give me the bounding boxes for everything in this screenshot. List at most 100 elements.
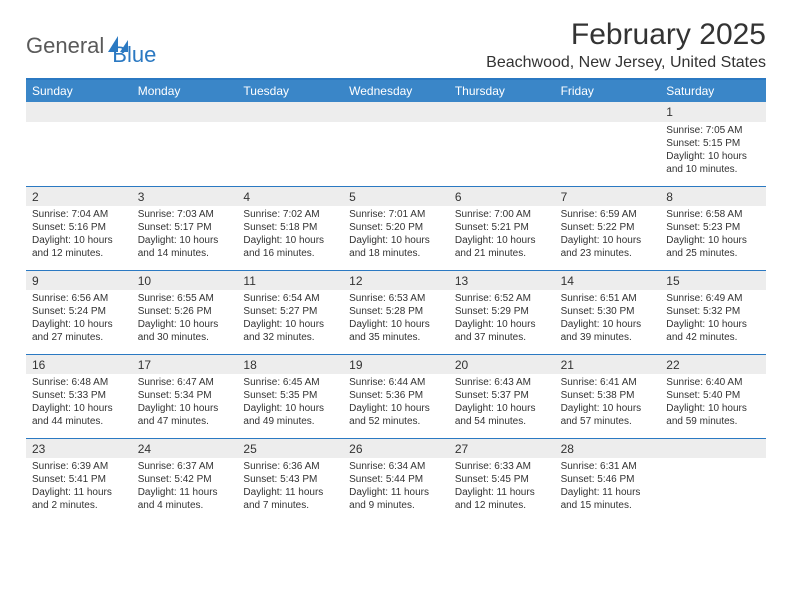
day-cell: Sunrise: 6:48 AMSunset: 5:33 PMDaylight:… — [26, 374, 132, 438]
sunrise-text: Sunrise: 6:59 AM — [561, 208, 655, 221]
day-cell: Sunrise: 6:40 AMSunset: 5:40 PMDaylight:… — [660, 374, 766, 438]
weekday-header-row: Sunday Monday Tuesday Wednesday Thursday… — [26, 80, 766, 102]
sunset-text: Sunset: 5:41 PM — [32, 473, 126, 486]
daylight-text: Daylight: 10 hours and 54 minutes. — [455, 402, 549, 428]
day-number: 22 — [660, 354, 766, 374]
day-number: 8 — [660, 186, 766, 206]
sunrise-text: Sunrise: 6:44 AM — [349, 376, 443, 389]
sunrise-text: Sunrise: 6:58 AM — [666, 208, 760, 221]
day-cell: Sunrise: 7:01 AMSunset: 5:20 PMDaylight:… — [343, 206, 449, 270]
sunrise-text: Sunrise: 6:34 AM — [349, 460, 443, 473]
day-cell: Sunrise: 6:56 AMSunset: 5:24 PMDaylight:… — [26, 290, 132, 354]
day-number: 3 — [132, 186, 238, 206]
day-cell: Sunrise: 7:04 AMSunset: 5:16 PMDaylight:… — [26, 206, 132, 270]
day-cell: Sunrise: 6:33 AMSunset: 5:45 PMDaylight:… — [449, 458, 555, 522]
day-cell — [132, 122, 238, 186]
day-number: 28 — [555, 438, 661, 458]
sunrise-text: Sunrise: 7:02 AM — [243, 208, 337, 221]
location-text: Beachwood, New Jersey, United States — [486, 54, 766, 72]
daylight-text: Daylight: 10 hours and 16 minutes. — [243, 234, 337, 260]
calendar-grid: 1Sunrise: 7:05 AMSunset: 5:15 PMDaylight… — [26, 102, 766, 522]
day-number: 23 — [26, 438, 132, 458]
day-number — [555, 102, 661, 122]
sunset-text: Sunset: 5:26 PM — [138, 305, 232, 318]
day-cell: Sunrise: 6:44 AMSunset: 5:36 PMDaylight:… — [343, 374, 449, 438]
day-number — [449, 102, 555, 122]
daylight-text: Daylight: 10 hours and 32 minutes. — [243, 318, 337, 344]
day-cell: Sunrise: 6:51 AMSunset: 5:30 PMDaylight:… — [555, 290, 661, 354]
day-cell: Sunrise: 6:52 AMSunset: 5:29 PMDaylight:… — [449, 290, 555, 354]
weekday-header: Thursday — [449, 80, 555, 102]
sunrise-text: Sunrise: 7:03 AM — [138, 208, 232, 221]
sunset-text: Sunset: 5:24 PM — [32, 305, 126, 318]
sunset-text: Sunset: 5:27 PM — [243, 305, 337, 318]
sunset-text: Sunset: 5:23 PM — [666, 221, 760, 234]
sunrise-text: Sunrise: 6:52 AM — [455, 292, 549, 305]
day-number: 15 — [660, 270, 766, 290]
sunset-text: Sunset: 5:21 PM — [455, 221, 549, 234]
sunrise-text: Sunrise: 7:00 AM — [455, 208, 549, 221]
daylight-text: Daylight: 10 hours and 21 minutes. — [455, 234, 549, 260]
sunrise-text: Sunrise: 6:54 AM — [243, 292, 337, 305]
sunset-text: Sunset: 5:16 PM — [32, 221, 126, 234]
day-number: 24 — [132, 438, 238, 458]
daylight-text: Daylight: 10 hours and 35 minutes. — [349, 318, 443, 344]
day-cell: Sunrise: 6:41 AMSunset: 5:38 PMDaylight:… — [555, 374, 661, 438]
sunrise-text: Sunrise: 6:53 AM — [349, 292, 443, 305]
sunset-text: Sunset: 5:38 PM — [561, 389, 655, 402]
sunset-text: Sunset: 5:43 PM — [243, 473, 337, 486]
sunset-text: Sunset: 5:18 PM — [243, 221, 337, 234]
sunset-text: Sunset: 5:32 PM — [666, 305, 760, 318]
weekday-header: Sunday — [26, 80, 132, 102]
daylight-text: Daylight: 11 hours and 7 minutes. — [243, 486, 337, 512]
day-cell: Sunrise: 6:36 AMSunset: 5:43 PMDaylight:… — [237, 458, 343, 522]
sunset-text: Sunset: 5:30 PM — [561, 305, 655, 318]
day-cell — [26, 122, 132, 186]
day-number: 10 — [132, 270, 238, 290]
header: General Blue February 2025 Beachwood, Ne… — [26, 18, 766, 72]
sunset-text: Sunset: 5:45 PM — [455, 473, 549, 486]
daylight-text: Daylight: 11 hours and 4 minutes. — [138, 486, 232, 512]
daylight-text: Daylight: 10 hours and 10 minutes. — [666, 150, 760, 176]
day-number: 16 — [26, 354, 132, 374]
sunrise-text: Sunrise: 7:01 AM — [349, 208, 443, 221]
sunset-text: Sunset: 5:15 PM — [666, 137, 760, 150]
sunset-text: Sunset: 5:46 PM — [561, 473, 655, 486]
sunrise-text: Sunrise: 6:48 AM — [32, 376, 126, 389]
day-cell: Sunrise: 6:59 AMSunset: 5:22 PMDaylight:… — [555, 206, 661, 270]
day-number: 6 — [449, 186, 555, 206]
daylight-text: Daylight: 10 hours and 12 minutes. — [32, 234, 126, 260]
sunset-text: Sunset: 5:33 PM — [32, 389, 126, 402]
day-cell: Sunrise: 7:03 AMSunset: 5:17 PMDaylight:… — [132, 206, 238, 270]
day-number: 27 — [449, 438, 555, 458]
sunrise-text: Sunrise: 6:40 AM — [666, 376, 760, 389]
day-number: 19 — [343, 354, 449, 374]
sunrise-text: Sunrise: 6:51 AM — [561, 292, 655, 305]
day-number: 25 — [237, 438, 343, 458]
day-cell — [237, 122, 343, 186]
weekday-header: Tuesday — [237, 80, 343, 102]
daylight-text: Daylight: 10 hours and 37 minutes. — [455, 318, 549, 344]
daylight-text: Daylight: 11 hours and 2 minutes. — [32, 486, 126, 512]
day-cell: Sunrise: 6:58 AMSunset: 5:23 PMDaylight:… — [660, 206, 766, 270]
day-cell: Sunrise: 7:00 AMSunset: 5:21 PMDaylight:… — [449, 206, 555, 270]
weekday-header: Friday — [555, 80, 661, 102]
day-cell: Sunrise: 6:54 AMSunset: 5:27 PMDaylight:… — [237, 290, 343, 354]
day-cell — [343, 122, 449, 186]
day-cell: Sunrise: 6:53 AMSunset: 5:28 PMDaylight:… — [343, 290, 449, 354]
day-number: 5 — [343, 186, 449, 206]
daylight-text: Daylight: 10 hours and 27 minutes. — [32, 318, 126, 344]
sunset-text: Sunset: 5:20 PM — [349, 221, 443, 234]
day-cell: Sunrise: 6:39 AMSunset: 5:41 PMDaylight:… — [26, 458, 132, 522]
day-cell: Sunrise: 7:02 AMSunset: 5:18 PMDaylight:… — [237, 206, 343, 270]
day-cell: Sunrise: 6:37 AMSunset: 5:42 PMDaylight:… — [132, 458, 238, 522]
sunrise-text: Sunrise: 6:55 AM — [138, 292, 232, 305]
day-cell: Sunrise: 6:47 AMSunset: 5:34 PMDaylight:… — [132, 374, 238, 438]
day-number: 1 — [660, 102, 766, 122]
daylight-text: Daylight: 10 hours and 42 minutes. — [666, 318, 760, 344]
sunrise-text: Sunrise: 6:36 AM — [243, 460, 337, 473]
day-cell: Sunrise: 6:31 AMSunset: 5:46 PMDaylight:… — [555, 458, 661, 522]
day-cell: Sunrise: 6:34 AMSunset: 5:44 PMDaylight:… — [343, 458, 449, 522]
sunrise-text: Sunrise: 6:33 AM — [455, 460, 549, 473]
sunrise-text: Sunrise: 6:56 AM — [32, 292, 126, 305]
